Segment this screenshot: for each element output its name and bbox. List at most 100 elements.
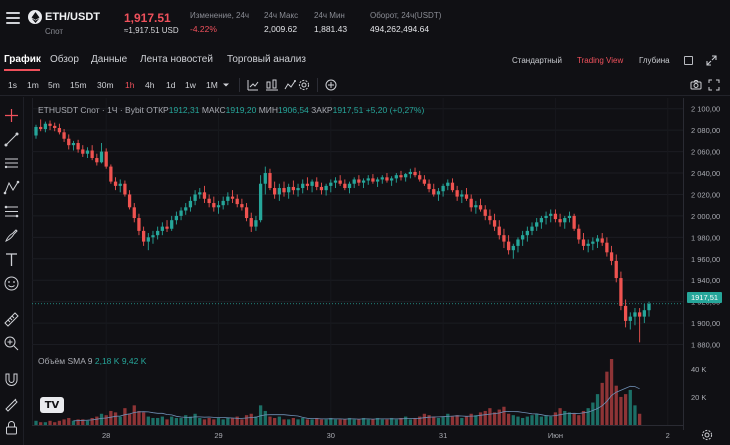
timeframe-1s[interactable]: 1s — [8, 80, 17, 90]
tab-data[interactable]: Данные — [91, 54, 128, 65]
trend-line-icon[interactable] — [3, 131, 20, 148]
toolbar-divider — [317, 78, 318, 92]
market-type: Спот — [45, 27, 64, 36]
candle-body — [581, 239, 586, 246]
volume-bar — [202, 419, 207, 425]
volume-bar — [216, 417, 221, 425]
candle-body — [76, 143, 80, 150]
tab-trading-analysis[interactable]: Торговый анализ — [227, 54, 306, 65]
magnet-icon[interactable] — [3, 371, 20, 388]
candle-body — [319, 186, 324, 191]
volume-bar — [469, 413, 473, 425]
volume-bar — [109, 410, 113, 425]
candle-body — [48, 123, 52, 126]
time-tick-label: 30 — [327, 431, 335, 440]
volume-bar — [254, 416, 258, 425]
candle-body — [366, 178, 370, 181]
candle-body — [113, 181, 118, 186]
lock-drawings-icon[interactable] — [3, 395, 20, 412]
volume-bar — [123, 408, 127, 425]
price-tick-label: 2 000,00 — [691, 212, 720, 221]
candle-body — [591, 241, 595, 244]
volume-bar — [371, 419, 375, 425]
legend-low: 1906,54 — [278, 105, 309, 115]
candle-body — [638, 312, 642, 317]
tradingview-logo: TV — [40, 397, 64, 413]
volume-bar — [525, 416, 529, 425]
timeframe-1h[interactable]: 1h — [125, 80, 135, 90]
lock-icon[interactable] — [3, 419, 20, 436]
tab-overview[interactable]: Обзор — [50, 54, 79, 65]
menu-icon[interactable] — [6, 12, 20, 26]
brush-icon[interactable] — [3, 227, 20, 244]
zoom-in-icon[interactable] — [3, 335, 20, 352]
price-tick-label: 2 080,00 — [691, 126, 720, 135]
volume-bar — [53, 422, 57, 425]
candle-body — [609, 252, 614, 261]
ruler-icon[interactable] — [3, 311, 20, 328]
layout-square-icon[interactable] — [684, 56, 693, 65]
view-standard[interactable]: Стандартный — [512, 56, 562, 65]
tab-news[interactable]: Лента новостей — [140, 54, 213, 65]
timeframe-1w[interactable]: 1w — [185, 80, 196, 90]
candle-body — [277, 188, 281, 195]
volume-bar — [455, 415, 459, 425]
volume-bar — [230, 417, 235, 425]
volume-bar — [67, 417, 71, 425]
volume-bar — [441, 416, 445, 425]
timeframe-5m[interactable]: 5m — [48, 80, 60, 90]
volume-bar — [347, 417, 352, 425]
timeframe-1d[interactable]: 1d — [166, 80, 176, 90]
candle-body — [525, 230, 529, 236]
time-tick-label: 28 — [102, 431, 110, 440]
chevron-down-icon[interactable] — [222, 81, 230, 89]
view-depth[interactable]: Глубина — [639, 56, 670, 65]
volume-legend: Объём SMA 9 2,18 K 9,42 K — [38, 356, 147, 366]
legend-high: 1919,20 — [225, 105, 257, 115]
volume-bar — [193, 413, 197, 425]
candle-body — [488, 215, 492, 221]
candle-body — [516, 239, 520, 246]
text-tool-icon[interactable] — [3, 251, 20, 268]
candle-body — [315, 181, 319, 187]
volume-bar — [132, 405, 136, 425]
pattern-tool-icon[interactable] — [3, 179, 20, 196]
candle-body — [104, 151, 108, 167]
chart-settings-icon[interactable] — [701, 429, 713, 441]
ethereum-icon — [28, 10, 42, 24]
volume-bar — [488, 408, 492, 425]
timeframe-15m[interactable]: 15m — [70, 80, 87, 90]
camera-icon[interactable] — [690, 79, 702, 91]
pair-name[interactable]: ETH/USDT — [45, 11, 100, 23]
volume-bar — [595, 394, 600, 425]
candle-body — [240, 204, 244, 208]
volume-bar — [404, 416, 408, 425]
fib-tool-icon[interactable] — [3, 203, 20, 220]
tab-chart[interactable]: График — [4, 54, 41, 65]
fullscreen-icon[interactable] — [708, 79, 720, 91]
timeframe-4h[interactable]: 4h — [145, 80, 155, 90]
candle-body — [361, 180, 366, 183]
volume-value-2: 9,42 K — [121, 356, 147, 366]
view-tradingview[interactable]: Trading View — [577, 56, 624, 65]
chart-type-icon[interactable] — [266, 79, 278, 91]
add-circle-icon[interactable] — [325, 79, 337, 91]
timeframe-1m[interactable]: 1m — [27, 80, 39, 90]
emoji-icon[interactable] — [3, 275, 20, 292]
crosshair-icon[interactable] — [3, 107, 20, 124]
time-tick-label: Июн — [548, 431, 563, 440]
volume-bar — [263, 410, 267, 425]
gear-icon[interactable] — [298, 79, 310, 91]
horizontal-lines-icon[interactable] — [3, 155, 20, 172]
expand-icon[interactable] — [706, 55, 717, 66]
volume-bar — [544, 415, 548, 425]
timeframe-1M[interactable]: 1M — [206, 80, 218, 90]
candle-body — [586, 243, 590, 246]
compare-icon[interactable] — [284, 79, 296, 91]
volume-bar — [310, 419, 314, 425]
volume-bar — [57, 420, 62, 425]
volume-bar — [432, 416, 436, 425]
indicators-icon[interactable] — [247, 79, 259, 91]
timeframe-30m[interactable]: 30m — [97, 80, 114, 90]
